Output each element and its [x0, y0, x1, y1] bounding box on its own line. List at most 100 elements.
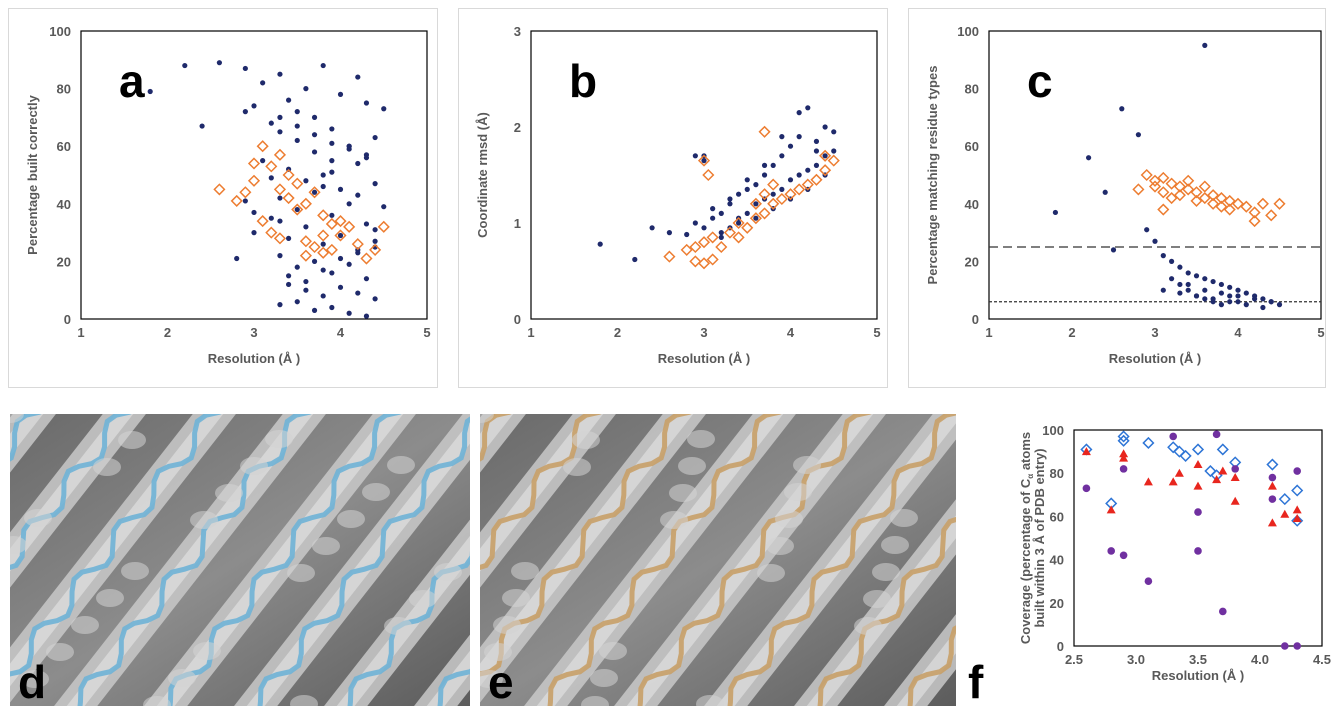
- data-point: [303, 178, 309, 184]
- density-blob: [572, 431, 600, 449]
- data-point: [311, 114, 318, 120]
- data-point: [1198, 180, 1211, 193]
- data-point: [741, 221, 754, 234]
- data-point: [351, 238, 364, 251]
- density-blob: [872, 563, 900, 581]
- data-point: [813, 162, 820, 168]
- data-point: [1160, 287, 1166, 293]
- data-point: [1177, 281, 1183, 288]
- density-render-e: e: [480, 414, 956, 706]
- data-point: [649, 225, 655, 231]
- data-point: [1293, 642, 1301, 650]
- data-point: [1148, 180, 1162, 193]
- data-point: [787, 143, 794, 149]
- y-tick-label: 20: [57, 254, 71, 269]
- data-point: [286, 273, 292, 279]
- data-point: [337, 284, 344, 290]
- density-blob: [863, 590, 891, 608]
- data-point: [337, 186, 344, 192]
- density-blob: [362, 483, 390, 501]
- density-blob: [10, 414, 24, 423]
- data-point: [372, 227, 378, 233]
- data-point: [372, 134, 378, 141]
- x-tick-label: 3.5: [1189, 652, 1207, 667]
- data-point: [299, 235, 312, 248]
- svg-text:built within 3 Å of PDB entry): built within 3 Å of PDB entry): [1032, 448, 1047, 627]
- series-1: [213, 140, 390, 265]
- data-point: [346, 261, 352, 267]
- data-point: [1291, 514, 1304, 527]
- data-point: [701, 158, 707, 164]
- data-point: [1081, 447, 1091, 456]
- data-point: [320, 183, 326, 190]
- x-tick-label: 4: [1234, 325, 1242, 340]
- y-axis-label: Percentage matching residue types: [925, 66, 940, 285]
- data-point: [715, 240, 728, 254]
- data-point: [329, 158, 335, 164]
- data-point: [831, 129, 837, 135]
- data-point: [1106, 505, 1116, 514]
- data-point: [346, 201, 352, 207]
- x-tick-label: 5: [1317, 325, 1324, 340]
- data-point: [1179, 449, 1192, 462]
- data-point: [827, 154, 840, 167]
- data-point: [239, 186, 252, 199]
- density-blob: [480, 670, 503, 688]
- density-blob: [121, 562, 149, 580]
- data-point: [299, 249, 312, 262]
- data-point: [1202, 276, 1208, 282]
- data-point: [277, 195, 283, 201]
- data-point: [775, 192, 788, 206]
- panel-letter-d: d: [18, 656, 46, 706]
- data-point: [1248, 206, 1261, 219]
- data-point: [1202, 42, 1208, 49]
- data-point: [1268, 495, 1277, 503]
- data-point: [796, 110, 802, 116]
- data-point: [320, 62, 326, 69]
- data-point: [736, 220, 742, 226]
- data-point: [286, 281, 292, 288]
- data-point: [1168, 477, 1178, 486]
- data-point: [1167, 441, 1180, 454]
- data-point: [1240, 200, 1253, 213]
- data-point: [1182, 183, 1195, 196]
- data-point: [242, 109, 248, 115]
- data-point: [251, 230, 257, 236]
- density-blob: [511, 562, 539, 580]
- density-blob: [215, 484, 243, 502]
- x-tick-label: 2: [1068, 325, 1075, 340]
- data-point: [1157, 171, 1170, 184]
- data-point: [1256, 197, 1269, 210]
- data-point: [1207, 197, 1220, 210]
- y-tick-label: 2: [514, 120, 521, 135]
- data-point: [1144, 577, 1153, 585]
- y-tick-label: 100: [49, 24, 71, 39]
- data-point: [182, 62, 188, 69]
- data-point: [299, 197, 312, 210]
- x-axis-label: Resolution (Å ): [208, 351, 300, 366]
- data-point: [1052, 209, 1058, 216]
- data-point: [381, 204, 387, 210]
- data-point: [744, 210, 750, 216]
- data-point: [286, 97, 292, 103]
- data-point: [1219, 607, 1227, 616]
- data-point: [732, 231, 745, 244]
- density-blob: [93, 458, 121, 476]
- data-point: [718, 234, 724, 240]
- data-point: [753, 215, 759, 221]
- data-point: [334, 215, 347, 228]
- density-blob: [118, 431, 146, 449]
- data-point: [813, 138, 820, 144]
- series-2: [1082, 430, 1301, 650]
- panel-letter-c: c: [1027, 55, 1053, 107]
- data-point: [1268, 299, 1274, 305]
- data-point: [320, 172, 326, 178]
- data-point: [242, 65, 248, 72]
- data-point: [706, 253, 719, 266]
- data-point: [1173, 189, 1186, 202]
- data-point: [1293, 467, 1301, 475]
- data-point: [273, 232, 287, 245]
- data-point: [761, 172, 768, 178]
- chart-panel-b: 1 2 3 4 5 0 1 2 3 Resolution (Å ) Coordinate rmsd …: [458, 8, 888, 388]
- density-blob: [384, 617, 412, 635]
